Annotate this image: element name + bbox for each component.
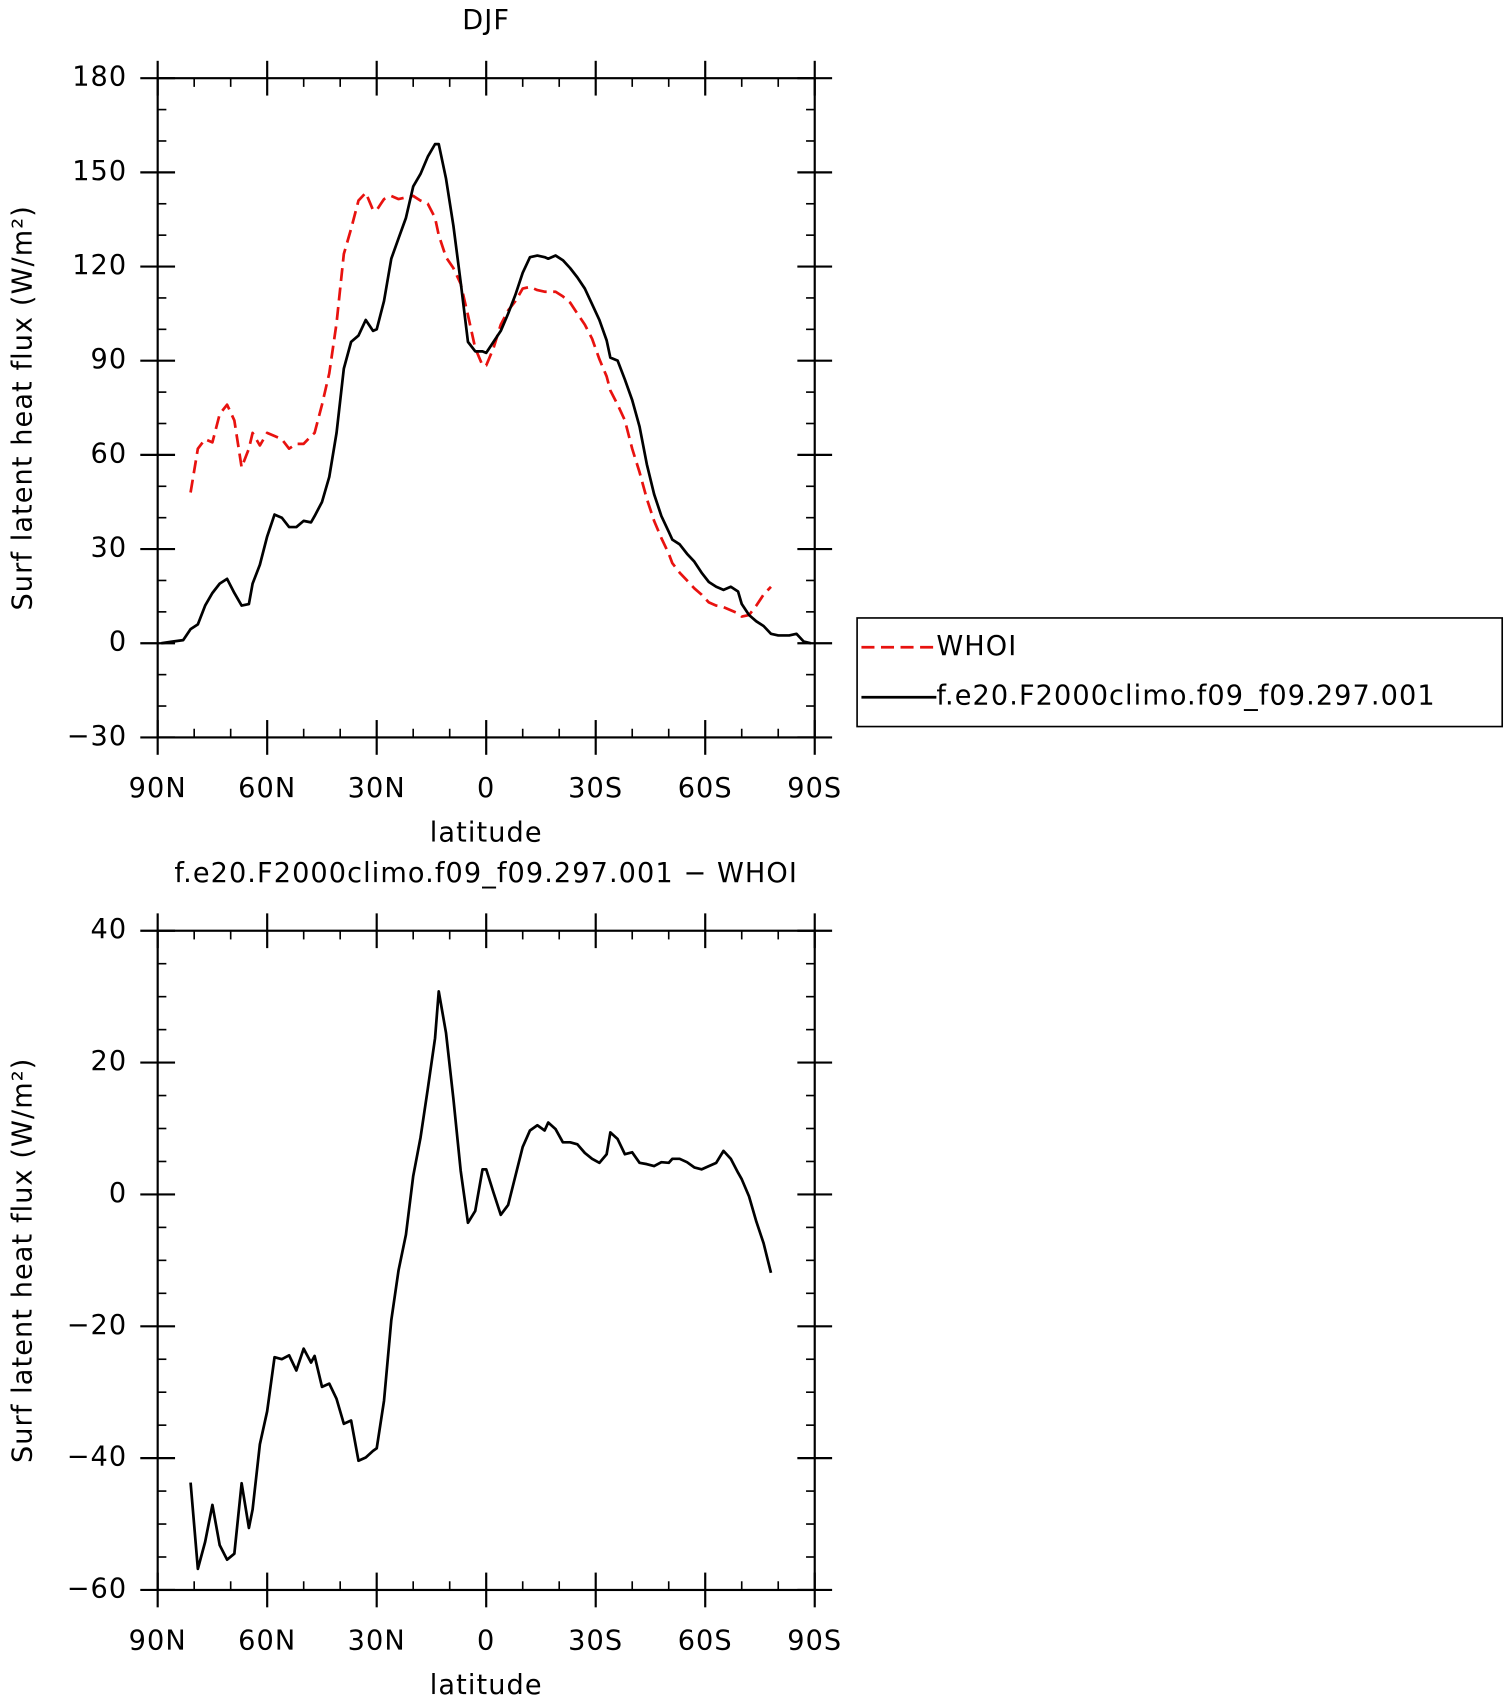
x-tick-label: 30S bbox=[568, 1626, 623, 1657]
y-tick-label: 90 bbox=[91, 344, 128, 375]
x-tick-label: 60S bbox=[678, 773, 733, 804]
chart-title: f.e20.F2000climo.f09_f09.297.001 − WHOI bbox=[174, 858, 798, 889]
y-tick-label: 120 bbox=[72, 250, 127, 281]
chart-title: DJF bbox=[462, 5, 510, 36]
y-tick-label: −30 bbox=[67, 721, 128, 752]
x-tick-label: 30N bbox=[348, 773, 406, 804]
legend-box bbox=[856, 617, 1504, 728]
x-axis-label: latitude bbox=[430, 1670, 543, 1701]
legend-label: WHOI bbox=[936, 631, 1017, 662]
y-tick-label: 60 bbox=[91, 438, 128, 469]
y-tick-label: −40 bbox=[67, 1442, 128, 1473]
x-tick-label: 0 bbox=[477, 1626, 495, 1657]
y-tick-label: 150 bbox=[72, 156, 127, 187]
data-line bbox=[189, 191, 772, 618]
y-tick-label: −20 bbox=[67, 1310, 128, 1341]
x-axis-label: latitude bbox=[430, 818, 543, 849]
x-tick-label: 60N bbox=[238, 1626, 296, 1657]
y-tick-label: 20 bbox=[91, 1046, 128, 1077]
x-tick-label: 30S bbox=[568, 773, 623, 804]
data-line bbox=[161, 142, 812, 645]
y-axis-label: Surf latent heat flux (W/m²) bbox=[8, 205, 39, 610]
y-tick-label: 0 bbox=[109, 1178, 127, 1209]
y-tick-label: 30 bbox=[91, 533, 128, 564]
data-line bbox=[189, 989, 773, 1571]
legend-label: f.e20.F2000climo.f09_f09.297.001 bbox=[936, 681, 1435, 712]
x-tick-label: 60N bbox=[238, 773, 296, 804]
y-tick-label: 0 bbox=[109, 627, 127, 658]
y-axis-label: Surf latent heat flux (W/m²) bbox=[8, 1058, 39, 1463]
x-tick-label: 90N bbox=[129, 1626, 187, 1657]
y-tick-label: 40 bbox=[91, 914, 128, 945]
x-tick-label: 30N bbox=[348, 1626, 406, 1657]
x-tick-label: 0 bbox=[477, 773, 495, 804]
x-tick-label: 60S bbox=[678, 1626, 733, 1657]
y-tick-label: −60 bbox=[67, 1573, 128, 1604]
x-tick-label: 90N bbox=[129, 773, 187, 804]
y-tick-label: 180 bbox=[72, 62, 127, 93]
plot-frame bbox=[156, 929, 816, 1592]
x-tick-label: 90S bbox=[787, 773, 842, 804]
x-tick-label: 90S bbox=[787, 1626, 842, 1657]
plot-frame bbox=[156, 77, 816, 739]
